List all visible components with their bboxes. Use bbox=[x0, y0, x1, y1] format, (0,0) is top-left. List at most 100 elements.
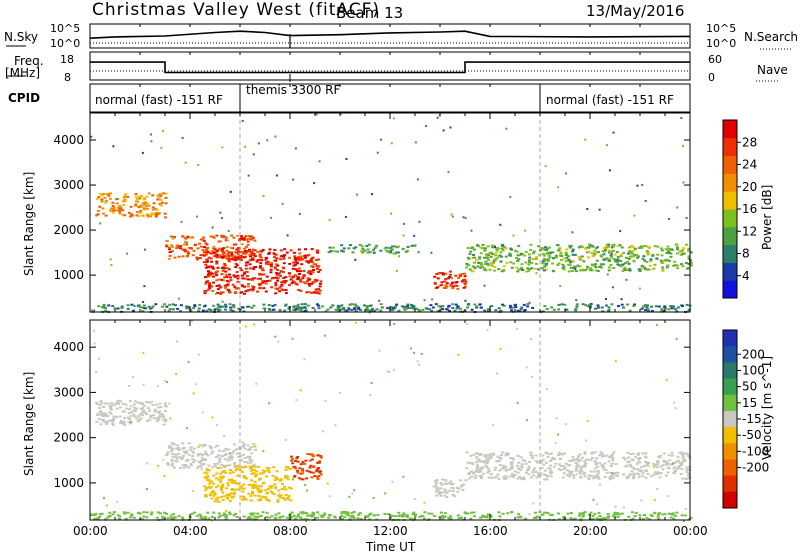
power-cell bbox=[212, 235, 215, 238]
velocity-cell bbox=[549, 513, 552, 516]
power-noise bbox=[636, 184, 639, 187]
velocity-cell bbox=[579, 476, 583, 479]
velocity-noise bbox=[557, 433, 559, 436]
velocity-cell bbox=[479, 453, 483, 455]
power-cell bbox=[390, 309, 394, 311]
velocity-cell bbox=[243, 476, 247, 479]
power-cell bbox=[156, 198, 160, 201]
power-cell bbox=[483, 309, 487, 312]
velocity-cell bbox=[112, 511, 116, 514]
power-cell bbox=[548, 256, 552, 259]
velocity-cell bbox=[140, 411, 144, 414]
power-cell bbox=[340, 308, 344, 311]
power-cell bbox=[623, 262, 627, 265]
velocity-cell bbox=[166, 517, 170, 520]
power-cell bbox=[686, 267, 689, 270]
velocity-cell bbox=[110, 408, 113, 411]
velocity-cell bbox=[172, 513, 175, 516]
power-cell bbox=[341, 250, 345, 253]
velocity-noise bbox=[145, 462, 148, 465]
velocity-cell bbox=[227, 478, 231, 481]
velocity-cell bbox=[511, 456, 514, 459]
power-cell bbox=[607, 243, 611, 246]
velocity-cell bbox=[518, 476, 522, 478]
power-cell bbox=[579, 269, 583, 272]
power-cell bbox=[204, 242, 208, 245]
power-cell bbox=[336, 250, 340, 253]
velocity-cell bbox=[253, 483, 257, 486]
velocity-cell bbox=[130, 513, 134, 516]
power-noise bbox=[286, 234, 289, 237]
power-cell bbox=[574, 309, 578, 312]
velocity-noise bbox=[525, 366, 528, 369]
power-cell bbox=[430, 309, 434, 312]
power-cell bbox=[306, 277, 310, 280]
power-cell bbox=[225, 246, 229, 249]
velocity-cell bbox=[142, 409, 146, 412]
nsky-line bbox=[89, 30, 691, 39]
velocity-cell bbox=[265, 516, 269, 519]
power-noise bbox=[221, 146, 224, 149]
velocity-noise bbox=[274, 335, 277, 338]
velocity-cell bbox=[635, 462, 639, 465]
velocity-cell bbox=[529, 451, 533, 454]
power-cell bbox=[594, 307, 597, 310]
power-cell bbox=[329, 249, 333, 252]
power-cell bbox=[248, 248, 251, 251]
power-cell bbox=[168, 248, 171, 251]
power-cell bbox=[224, 305, 228, 308]
velocity-noise bbox=[93, 329, 95, 332]
power-cell bbox=[265, 262, 268, 265]
velocity-cell bbox=[137, 418, 141, 421]
velocity-cell bbox=[297, 477, 301, 480]
velocity-cell bbox=[318, 470, 322, 473]
velocity-cell bbox=[551, 456, 555, 459]
power-cell bbox=[437, 305, 441, 308]
velocity-noise bbox=[391, 480, 394, 483]
power-cell bbox=[441, 308, 445, 311]
power-cell bbox=[474, 259, 478, 262]
power-cell bbox=[371, 310, 375, 313]
velocity-cell bbox=[469, 454, 473, 457]
velocity-cell bbox=[476, 466, 480, 469]
velocity-cell bbox=[296, 515, 300, 518]
power-cell bbox=[115, 209, 118, 212]
power-cell bbox=[578, 265, 582, 268]
velocity-cell bbox=[225, 494, 229, 497]
power-cell bbox=[205, 243, 209, 246]
power-cell bbox=[569, 266, 573, 269]
velocity-noise bbox=[495, 475, 498, 478]
velocity-cell bbox=[519, 456, 523, 459]
power-cell bbox=[171, 308, 175, 311]
velocity-cell bbox=[585, 458, 588, 461]
velocity-cell bbox=[567, 464, 571, 467]
velocity-cell bbox=[167, 445, 171, 448]
power-cell bbox=[246, 261, 250, 264]
power-cell bbox=[640, 265, 644, 268]
velocity-cell bbox=[596, 465, 600, 468]
velocity-cell bbox=[248, 465, 252, 468]
power-noise bbox=[262, 195, 265, 198]
power-cell bbox=[493, 269, 497, 272]
power-cell bbox=[448, 273, 452, 276]
velocity-cell bbox=[527, 467, 531, 469]
velocity-cell bbox=[136, 401, 140, 404]
power-cell bbox=[610, 256, 614, 259]
velocity-cell bbox=[217, 458, 221, 461]
velocity-cell bbox=[517, 461, 521, 464]
velocity-cell bbox=[629, 453, 633, 456]
power-cell bbox=[207, 282, 211, 285]
power-cell bbox=[211, 289, 215, 292]
power-noise bbox=[257, 142, 260, 145]
power-cell bbox=[112, 207, 116, 209]
velocity-cell bbox=[129, 422, 133, 425]
power-cell bbox=[589, 303, 593, 306]
velocity-cell bbox=[443, 488, 447, 491]
velocity-cell bbox=[284, 488, 288, 491]
power-cell bbox=[655, 257, 659, 260]
velocity-noise bbox=[672, 462, 675, 465]
velocity-cell bbox=[536, 461, 540, 464]
velocity-cell bbox=[484, 516, 488, 518]
power-cell bbox=[230, 251, 234, 254]
velocity-cell bbox=[596, 470, 600, 472]
